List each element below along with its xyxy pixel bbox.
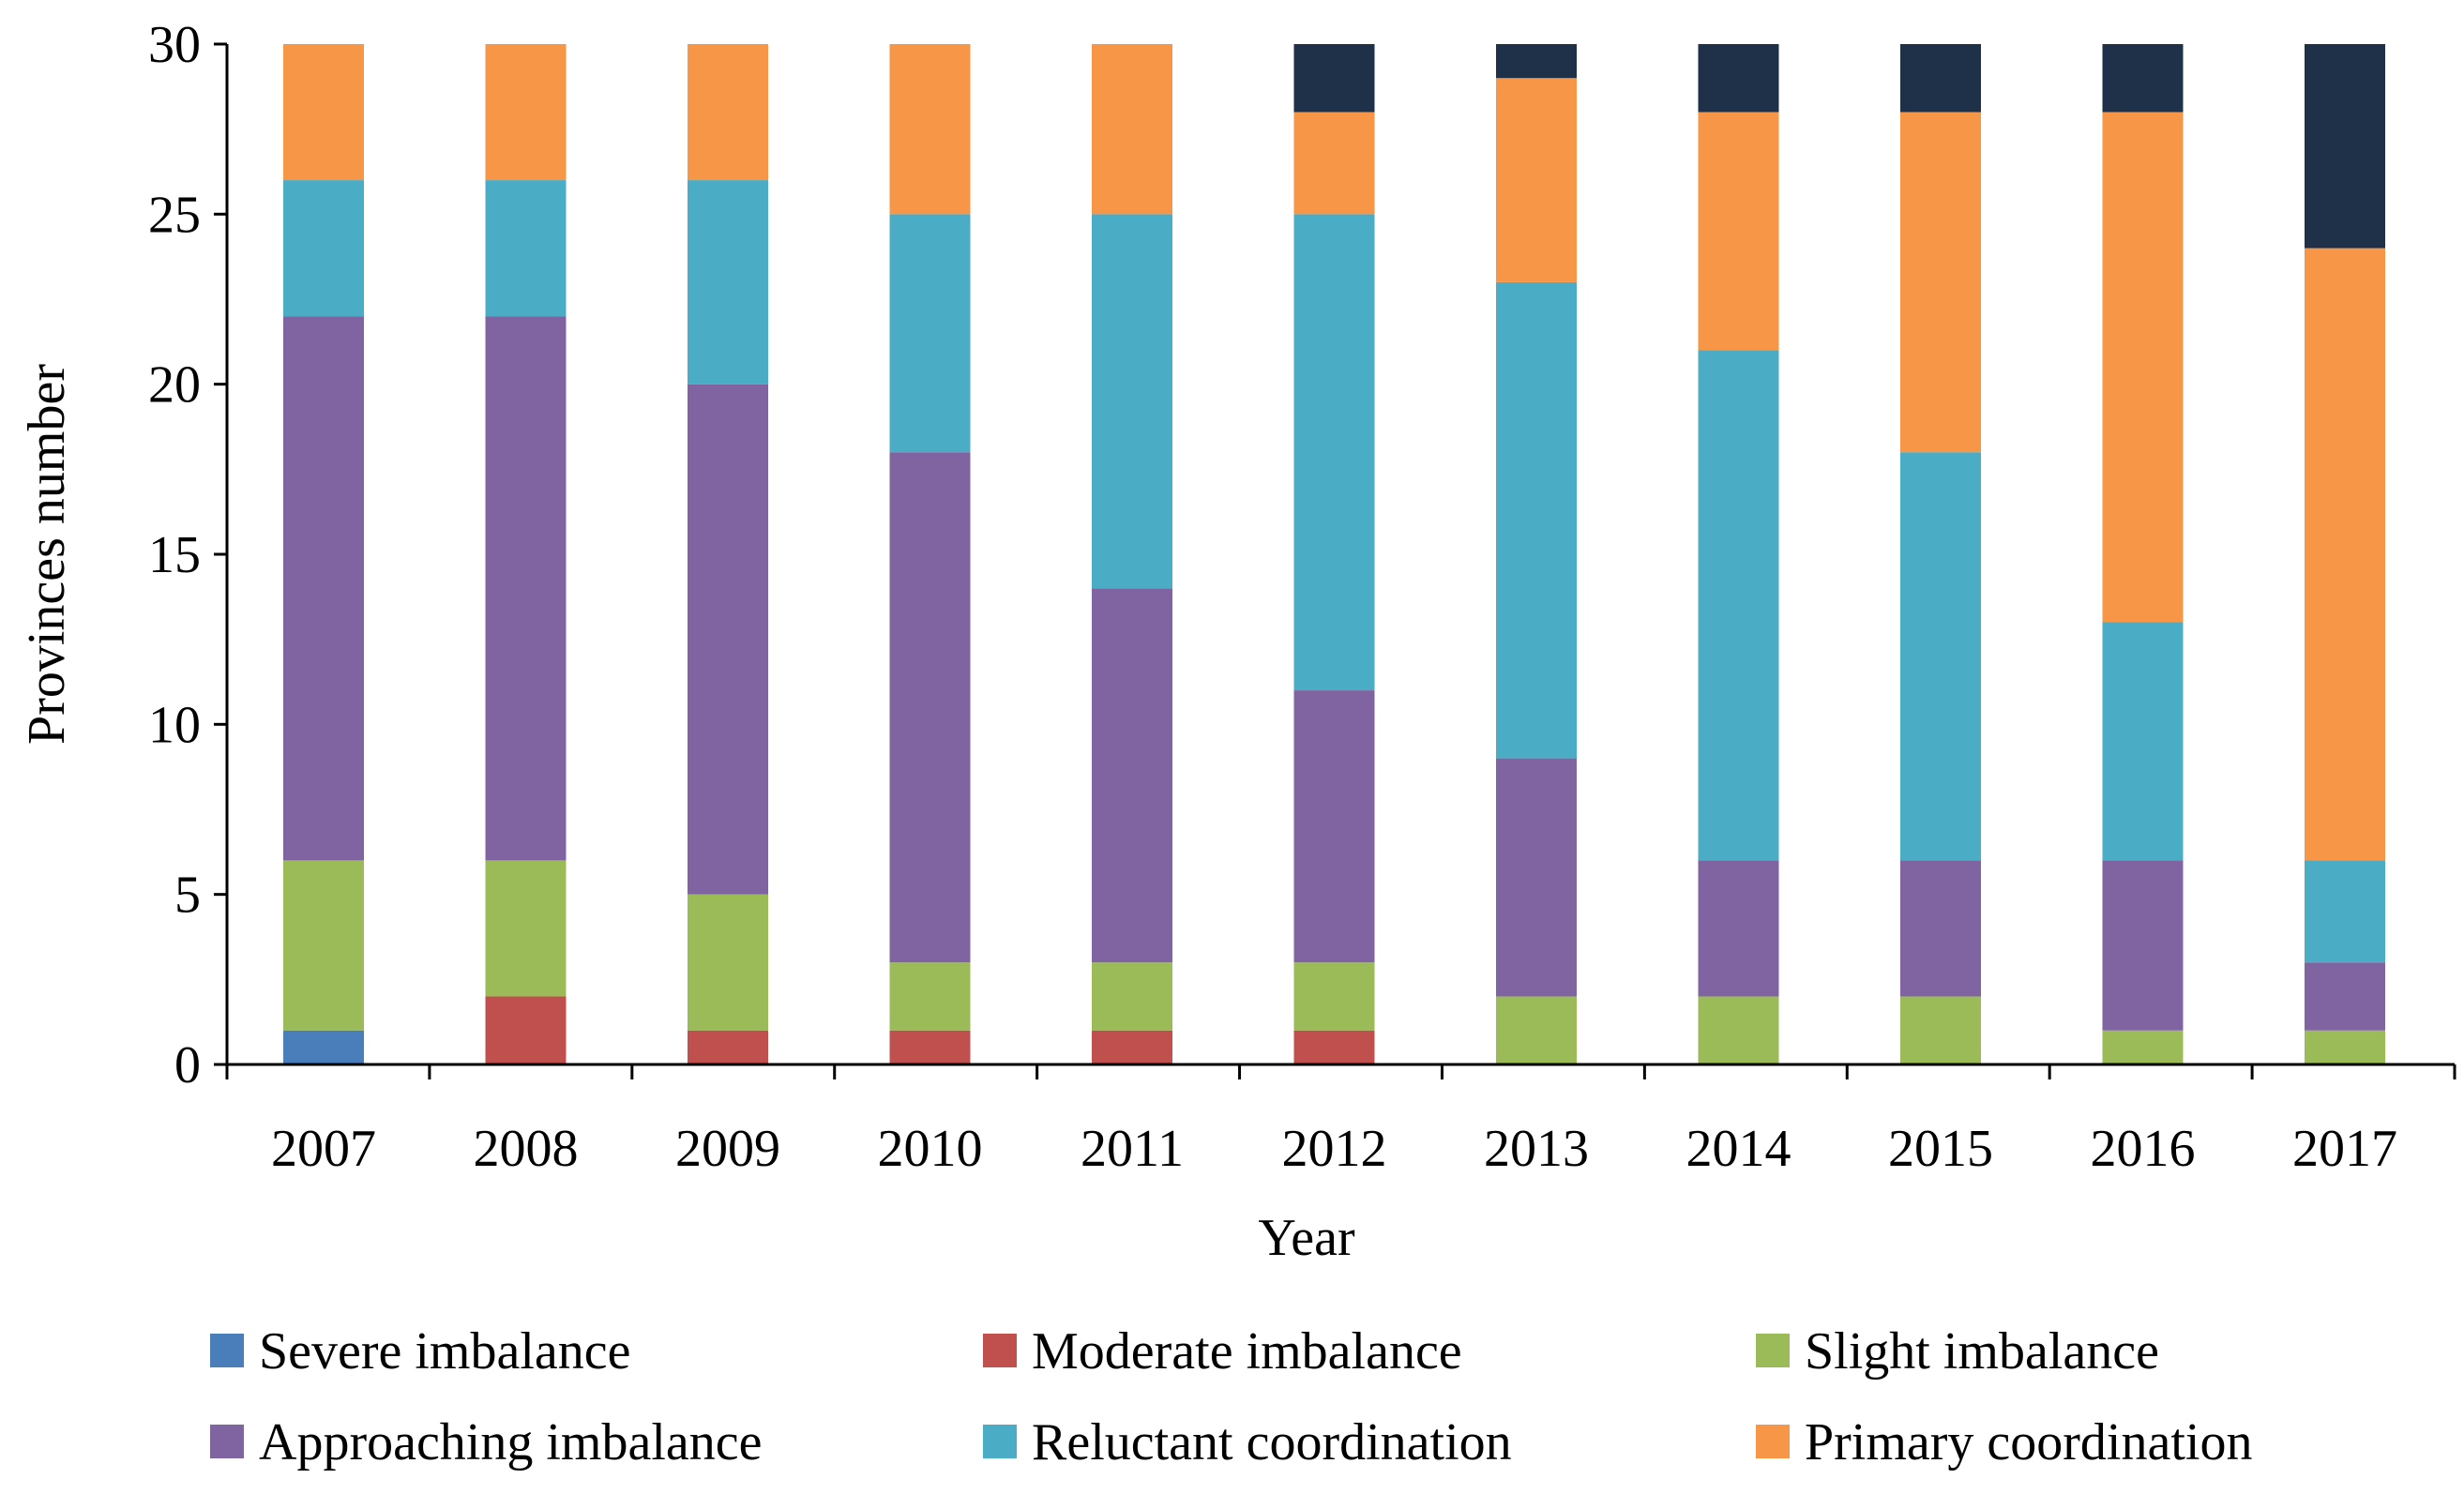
bar-segment-2011-series-4 <box>1092 588 1172 963</box>
x-axis-title: Year <box>1258 1209 1355 1267</box>
bar-segment-2015-series-3 <box>1900 996 1981 1064</box>
legend-label: Primary coordination <box>1805 1413 2252 1471</box>
bar-segment-2007-series-6 <box>283 44 364 181</box>
legend-label: Severe imbalance <box>259 1322 630 1381</box>
y-axis-title: Provinces number <box>18 364 76 745</box>
bar-segment-2017-series-7 <box>2305 44 2385 249</box>
bar-segment-2017-series-5 <box>2305 860 2385 963</box>
bar-segment-2015-series-7 <box>1900 44 1981 113</box>
legend-label: Approaching imbalance <box>259 1413 762 1471</box>
x-tick-label-2009: 2009 <box>675 1120 780 1178</box>
bar-segment-2010-series-4 <box>889 452 971 963</box>
bar-segment-2012-series-5 <box>1293 214 1375 691</box>
bar-segment-2014-series-5 <box>1698 350 1779 861</box>
y-tick-label: 20 <box>148 356 201 415</box>
x-tick-label-2010: 2010 <box>878 1120 983 1178</box>
bar-segment-2013-series-3 <box>1496 996 1577 1064</box>
y-tick-label: 5 <box>174 867 201 925</box>
bar-segment-2012-series-6 <box>1293 112 1375 215</box>
x-tick-label-2012: 2012 <box>1282 1120 1387 1178</box>
bar-segment-2012-series-4 <box>1293 690 1375 963</box>
bar-segment-2014-series-6 <box>1698 112 1779 351</box>
bar-segment-2008-series-4 <box>485 316 567 861</box>
bar-segment-2015-series-5 <box>1900 452 1981 861</box>
y-tick-label: 25 <box>148 186 201 244</box>
x-tick-label-2013: 2013 <box>1484 1120 1589 1178</box>
bar-segment-2016-series-5 <box>2102 622 2184 861</box>
y-ticks: 0 5 10 15 20 25 30 <box>148 16 227 1094</box>
bar-segment-2011-series-5 <box>1092 214 1172 589</box>
x-tick-label-2014: 2014 <box>1686 1120 1791 1178</box>
bar-segment-2008-series-6 <box>485 44 567 181</box>
bar-segment-2014-series-7 <box>1698 44 1779 113</box>
bar-segment-2013-series-4 <box>1496 758 1577 997</box>
y-tick-label: 15 <box>148 526 201 584</box>
legend-label: Reluctant coordination <box>1032 1413 1512 1471</box>
bar-segment-2014-series-4 <box>1698 860 1779 997</box>
bar-segment-2013-series-5 <box>1496 281 1577 759</box>
bar-segment-2009-series-6 <box>688 44 768 181</box>
x-tick-label-2015: 2015 <box>1888 1120 1993 1178</box>
bar-segment-2011-series-3 <box>1092 962 1172 1031</box>
x-ticks: 2007 2008 2009 2010 2011 2012 2013 2014 2015 2016… <box>225 1064 2456 1178</box>
bar-segment-2015-series-6 <box>1900 112 1981 453</box>
bar-segment-2017-series-6 <box>2305 248 2385 861</box>
legend-swatch <box>210 1425 244 1458</box>
bar-segment-2012-series-3 <box>1293 962 1375 1031</box>
bar-segment-2009-series-5 <box>688 180 768 385</box>
bar-segment-2012-series-2 <box>1293 1030 1375 1064</box>
bar-segment-2007-series-5 <box>283 180 364 317</box>
bar-segment-2010-series-5 <box>889 214 971 453</box>
bar-segment-2010-series-6 <box>889 44 971 215</box>
bar-segment-2009-series-4 <box>688 384 768 895</box>
bar-segment-2016-series-7 <box>2102 44 2184 113</box>
bar-segment-2010-series-3 <box>889 962 971 1031</box>
bar-segment-2007-series-3 <box>283 860 364 1031</box>
legend: Severe imbalance Moderate imbalance Slight… <box>210 1322 2252 1471</box>
bar-segment-2008-series-2 <box>485 996 567 1064</box>
x-tick-label-2011: 2011 <box>1081 1120 1184 1178</box>
x-tick-label-2007: 2007 <box>271 1120 376 1178</box>
bar-segment-2013-series-6 <box>1496 78 1577 282</box>
y-tick-label: 10 <box>148 696 201 754</box>
y-tick-label: 0 <box>174 1036 201 1094</box>
bar-segment-2017-series-4 <box>2305 962 2385 1031</box>
y-tick-label: 30 <box>148 16 201 74</box>
bar-segment-2009-series-3 <box>688 894 768 1031</box>
bar-segment-2017-series-3 <box>2305 1030 2385 1064</box>
bars-layer <box>283 44 2385 1064</box>
bar-segment-2007-series-4 <box>283 316 364 861</box>
legend-label: Moderate imbalance <box>1032 1322 1462 1381</box>
bar-segment-2015-series-4 <box>1900 860 1981 997</box>
bar-segment-2013-series-7 <box>1496 44 1577 79</box>
bar-segment-2009-series-2 <box>688 1030 768 1064</box>
bar-segment-2014-series-3 <box>1698 996 1779 1064</box>
bar-segment-2008-series-5 <box>485 180 567 317</box>
bar-segment-2012-series-7 <box>1293 44 1375 113</box>
bar-segment-2008-series-3 <box>485 860 567 997</box>
legend-label: Slight imbalance <box>1805 1322 2159 1381</box>
x-tick-label-2016: 2016 <box>2091 1120 2196 1178</box>
legend-swatch <box>1756 1425 1790 1458</box>
legend-swatch <box>1756 1334 1790 1367</box>
x-tick-label-2017: 2017 <box>2292 1120 2397 1178</box>
bar-segment-2011-series-6 <box>1092 44 1172 215</box>
bar-segment-2010-series-2 <box>889 1030 971 1064</box>
bar-segment-2011-series-2 <box>1092 1030 1172 1064</box>
legend-swatch <box>983 1425 1017 1458</box>
bar-segment-2016-series-6 <box>2102 112 2184 623</box>
bar-segment-2007-series-1 <box>283 1030 364 1064</box>
bar-segment-2016-series-3 <box>2102 1030 2184 1064</box>
legend-swatch <box>210 1334 244 1367</box>
bar-segment-2016-series-4 <box>2102 860 2184 1031</box>
x-tick-label-2008: 2008 <box>474 1120 579 1178</box>
legend-swatch <box>983 1334 1017 1367</box>
